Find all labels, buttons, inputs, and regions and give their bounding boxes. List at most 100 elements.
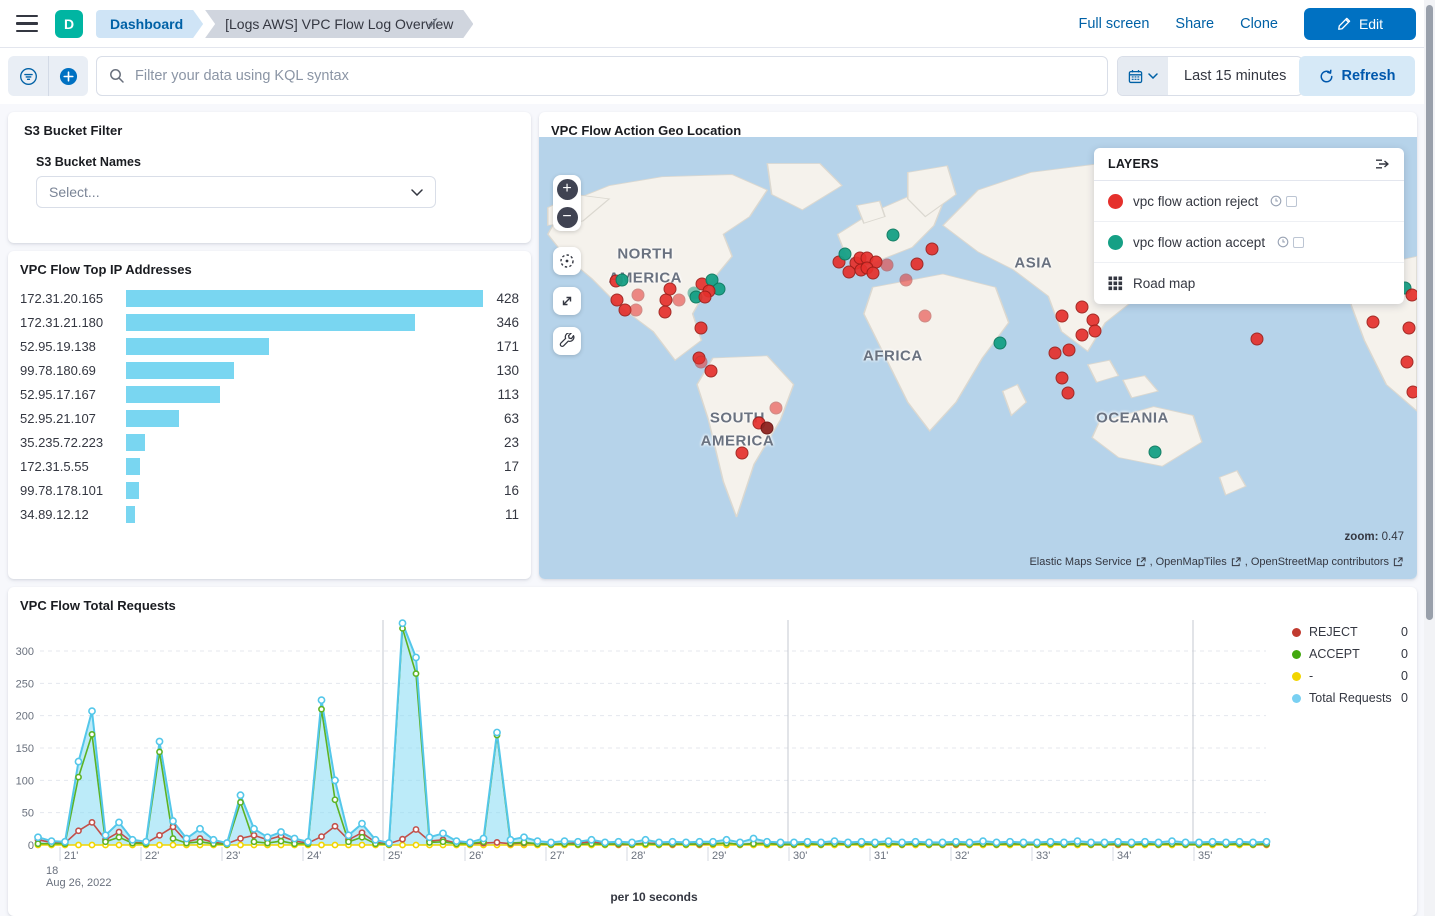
world-map[interactable]: NORTH AMERICA SOUTH AMERICA AFRICA ASIA OCEANI…	[539, 137, 1417, 579]
reject-geo-marker[interactable]	[672, 293, 686, 307]
svg-text:33': 33'	[1036, 850, 1050, 862]
reject-geo-marker[interactable]	[1406, 385, 1417, 399]
svg-text:29': 29'	[712, 850, 726, 862]
refresh-button[interactable]: Refresh	[1299, 56, 1415, 96]
space-avatar[interactable]: D	[55, 10, 83, 38]
ip-address-label: 172.31.21.180	[20, 314, 104, 330]
reject-geo-marker[interactable]	[769, 401, 783, 415]
reject-geo-marker[interactable]	[735, 446, 749, 460]
chart-legend: REJECT 0 ACCEPT 0-0 Total Requests 0	[1292, 621, 1408, 709]
reject-geo-marker[interactable]	[842, 265, 856, 279]
ip-bar[interactable]	[126, 337, 269, 355]
reject-geo-marker[interactable]	[631, 288, 645, 302]
scrollbar-thumb[interactable]	[1426, 5, 1433, 620]
reject-geo-marker[interactable]	[1402, 321, 1416, 335]
reject-geo-marker[interactable]	[1055, 309, 1069, 323]
ip-bar[interactable]	[126, 289, 483, 307]
legend-item--[interactable]: -0	[1292, 665, 1408, 687]
reject-geo-marker[interactable]	[925, 242, 939, 256]
layer-item-vpc-flow-action-accept[interactable]: vpc flow action accept	[1094, 222, 1404, 263]
reject-geo-marker[interactable]	[1366, 315, 1380, 329]
reject-geo-marker[interactable]	[866, 266, 880, 280]
menu-icon[interactable]	[16, 15, 38, 32]
reject-geo-marker[interactable]	[694, 321, 708, 334]
reject-geo-marker[interactable]	[1088, 324, 1102, 338]
reject-geo-marker[interactable]	[910, 257, 924, 271]
accept-geo-marker[interactable]	[1148, 445, 1162, 459]
reject-geo-marker[interactable]	[1062, 343, 1076, 357]
ip-bar[interactable]	[126, 481, 140, 499]
ip-bar[interactable]	[126, 313, 415, 331]
share-link[interactable]: Share	[1175, 16, 1215, 32]
accept-geo-marker[interactable]	[886, 228, 900, 242]
reject-geo-marker[interactable]	[760, 421, 774, 435]
kql-search-input[interactable]	[135, 68, 1095, 84]
breadcrumb-dashboard[interactable]: Dashboard	[96, 10, 203, 38]
ip-bar[interactable]	[126, 457, 141, 475]
map-zoom-out-button[interactable]: −	[553, 203, 581, 231]
ip-bar[interactable]	[126, 361, 235, 379]
collapse-panel-icon[interactable]	[1374, 157, 1390, 171]
layer-checkbox[interactable]	[1286, 195, 1298, 207]
page-scrollbar[interactable]	[1424, 0, 1435, 916]
reject-geo-marker[interactable]	[1055, 371, 1069, 385]
calendar-dropdown-button[interactable]	[1118, 57, 1168, 95]
svg-text:0: 0	[28, 840, 34, 852]
ip-count-value: 171	[496, 338, 519, 354]
ip-bar-row: 172.31.5.55 17	[20, 454, 519, 478]
ip-address-label: 172.31.20.165	[20, 290, 104, 306]
accept-geo-marker[interactable]	[993, 336, 1007, 350]
layer-item-vpc-flow-action-reject[interactable]: vpc flow action reject	[1094, 181, 1404, 222]
reject-geo-marker[interactable]	[918, 309, 932, 323]
reject-geo-marker[interactable]	[899, 273, 913, 287]
ip-bar[interactable]	[126, 433, 146, 451]
reject-geo-marker[interactable]	[704, 364, 718, 378]
map-tools-button[interactable]	[553, 327, 581, 355]
reject-geo-marker[interactable]	[610, 293, 624, 307]
ip-address-label: 52.95.17.167	[20, 386, 96, 402]
svg-text:28': 28'	[631, 850, 645, 862]
accept-geo-marker[interactable]	[615, 273, 629, 287]
map-set-view-button[interactable]	[553, 247, 581, 275]
attribution-link[interactable]: OpenStreetMap contributors	[1250, 556, 1389, 568]
reject-geo-marker[interactable]	[694, 355, 708, 369]
reject-geo-marker[interactable]	[1061, 386, 1075, 400]
s3-bucket-select[interactable]: Select...	[36, 176, 436, 208]
accept-geo-marker[interactable]	[838, 247, 852, 261]
time-range-value[interactable]: Last 15 minutes	[1184, 68, 1287, 84]
map-fullscreen-button[interactable]	[553, 287, 581, 315]
ip-bar[interactable]	[126, 385, 221, 403]
edit-button[interactable]: Edit	[1304, 8, 1416, 40]
attribution-link[interactable]: Elastic Maps Service	[1029, 556, 1132, 568]
map-zoom-in-button[interactable]: +	[553, 175, 581, 203]
clone-link[interactable]: Clone	[1240, 16, 1278, 32]
reject-geo-marker[interactable]	[1075, 328, 1089, 342]
reject-geo-marker[interactable]	[1250, 332, 1264, 346]
breadcrumb-current-page[interactable]: [Logs AWS] VPC Flow Log Overview	[205, 10, 473, 38]
continent-label: AMERICA	[700, 432, 775, 450]
panel-title: VPC Flow Action Geo Location	[551, 123, 742, 138]
layer-item-road-map[interactable]: Road map	[1094, 263, 1404, 304]
ip-bar[interactable]	[126, 409, 179, 427]
legend-item-total-requests[interactable]: Total Requests 0	[1292, 687, 1408, 709]
reject-geo-marker[interactable]	[658, 305, 672, 319]
reject-geo-marker[interactable]	[663, 282, 677, 296]
reject-geo-marker[interactable]	[1048, 346, 1062, 360]
layer-checkbox[interactable]	[1293, 236, 1305, 248]
clock-icon	[1277, 236, 1289, 248]
ip-bar[interactable]	[126, 505, 136, 523]
reject-geo-marker[interactable]	[1075, 300, 1089, 314]
reject-geo-marker[interactable]	[698, 290, 712, 304]
reject-geo-marker[interactable]	[880, 258, 894, 272]
reject-geo-marker[interactable]	[1405, 288, 1417, 302]
time-series-chart[interactable]: 0 50 100 150 200 250 300 21' 22' 23' 24' 25' 26' 27' 2…	[8, 587, 1417, 905]
legend-item-accept[interactable]: ACCEPT 0	[1292, 643, 1408, 665]
saved-query-button[interactable]	[8, 56, 48, 96]
ip-address-label: 52.95.21.107	[20, 410, 96, 426]
reject-geo-marker[interactable]	[629, 303, 643, 317]
full-screen-link[interactable]: Full screen	[1078, 16, 1150, 32]
add-filter-button[interactable]	[48, 56, 88, 96]
attribution-link[interactable]: OpenMapTiles	[1155, 556, 1227, 568]
legend-item-reject[interactable]: REJECT 0	[1292, 621, 1408, 643]
reject-geo-marker[interactable]	[1400, 355, 1414, 369]
